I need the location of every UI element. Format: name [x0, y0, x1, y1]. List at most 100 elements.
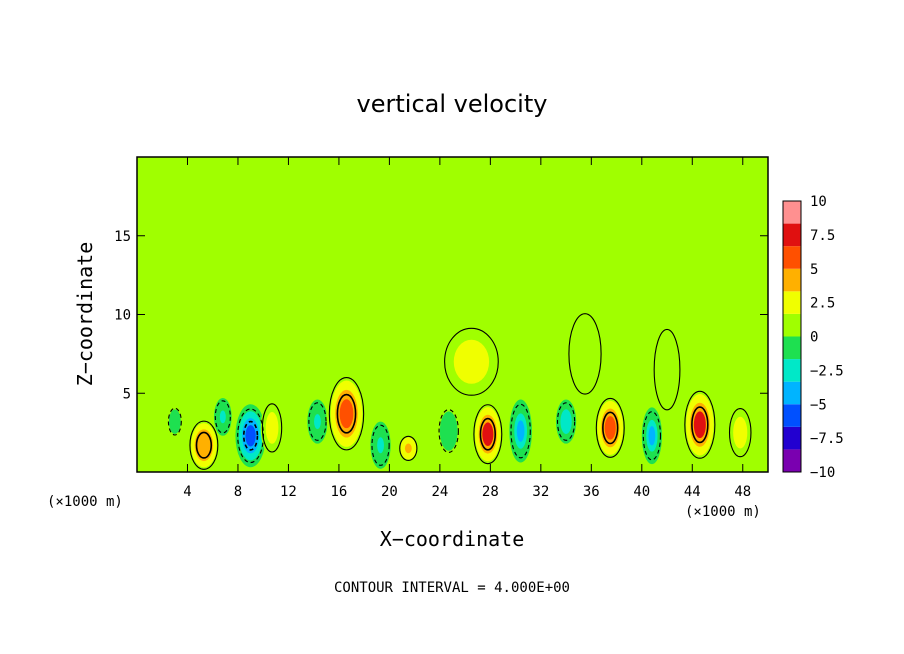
contour-line: [684, 390, 716, 459]
x-tick-label: 4: [183, 484, 191, 500]
contour-line: [336, 393, 357, 434]
x-tick-label: 36: [583, 484, 600, 500]
x-tick-label: 40: [633, 484, 650, 500]
colorbar-tick-label: 2.5: [810, 296, 835, 312]
contour-line: [473, 404, 503, 465]
contour-line: [371, 424, 390, 466]
colorbar-tick-label: 5: [810, 262, 818, 278]
field-feature: [326, 371, 367, 457]
colorbar-swatch: [783, 268, 801, 292]
contour-line: [328, 377, 365, 451]
contour-interval-note: CONTOUR INTERVAL = 4.000E+00: [334, 580, 570, 596]
contour-line: [237, 408, 265, 464]
field-feature: [187, 416, 221, 472]
contour-line: [444, 327, 499, 396]
field-feature: [509, 399, 533, 463]
contour-line: [653, 328, 681, 411]
field-level: [693, 411, 706, 439]
field-feature: [727, 404, 753, 461]
field-level: [562, 414, 570, 430]
contour-line: [167, 407, 182, 436]
colorbar-tick-label: −2.5: [810, 363, 844, 379]
field-feature: [651, 322, 683, 417]
y-axis: 5 10 15: [114, 229, 768, 402]
contour-line: [308, 402, 327, 441]
colorbar-frame: [782, 200, 802, 473]
contour-line: [642, 411, 662, 461]
velocity-field: [137, 157, 768, 472]
chart-title: vertical velocity: [357, 90, 548, 118]
field-level: [604, 416, 616, 440]
field-level: [245, 425, 256, 447]
field-level: [404, 443, 412, 454]
contour-line: [691, 406, 709, 444]
contour-line: [189, 420, 219, 470]
contour-line: [568, 313, 602, 395]
colorbar-swatch: [783, 313, 801, 337]
colorbar-tick-label: −5: [810, 397, 827, 413]
colorbar-swatch: [783, 359, 801, 382]
field-feature: [555, 399, 577, 444]
y-tick-label: 10: [114, 308, 131, 324]
colorbar-swatch: [783, 246, 801, 269]
field-level: [219, 410, 226, 424]
contour-line: [602, 411, 619, 445]
contour-lines: [167, 313, 752, 470]
contour-line: [195, 431, 213, 459]
colorbar-swatch: [783, 223, 801, 247]
field-level: [198, 435, 210, 455]
x-unit-label-left: (×1000 m): [47, 494, 123, 510]
y-axis-label: Z−coordinate: [73, 242, 97, 387]
field-level: [339, 399, 354, 429]
colorbar-swatch: [783, 449, 801, 472]
field-feature: [213, 397, 232, 436]
field-feature: [566, 306, 604, 402]
x-axis-label: X−coordinate: [380, 527, 525, 551]
field-level: [516, 420, 525, 442]
x-tick-label: 44: [684, 484, 701, 500]
field-level: [377, 437, 384, 454]
field-feature: [235, 404, 266, 468]
field-feature: [641, 407, 662, 465]
colorbar-tick-label: −7.5: [810, 431, 844, 447]
colorbar-tick-label: −10: [810, 465, 835, 481]
field-level: [460, 348, 483, 376]
field-level: [268, 418, 276, 438]
contour-line: [510, 403, 531, 459]
colorbar-swatch: [783, 404, 801, 427]
contour-line: [595, 397, 625, 458]
contour-line: [728, 407, 752, 458]
x-tick-label: 28: [482, 484, 499, 500]
contour-line: [399, 435, 418, 461]
field-level: [482, 422, 494, 446]
colorbar-swatch: [783, 291, 801, 314]
field-level: [172, 416, 178, 427]
contour-line: [438, 409, 459, 454]
contour-line: [242, 420, 259, 451]
contour-line: [479, 417, 497, 451]
x-tick-label: 32: [532, 484, 549, 500]
field-feature: [439, 322, 503, 402]
x-tick-label: 20: [381, 484, 398, 500]
x-tick-label: 8: [234, 484, 242, 500]
colorbar-tick-label: 0: [810, 330, 818, 346]
contour-line: [214, 400, 231, 434]
field-level: [578, 337, 592, 370]
field-level: [661, 353, 673, 386]
x-tick-label: 12: [280, 484, 297, 500]
contour-line: [261, 403, 283, 453]
field-level: [735, 422, 745, 443]
field-feature: [370, 421, 391, 469]
colorbar-swatch: [783, 201, 801, 224]
x-unit-label-right: (×1000 m): [685, 504, 761, 520]
field-feature: [682, 385, 718, 465]
x-tick-label: 16: [330, 484, 347, 500]
field-level: [444, 422, 453, 440]
x-axis: 4 8 12 16 20 24 28 32 36 40 44 48: [183, 157, 751, 500]
contour-line: [556, 402, 576, 441]
colorbar-tick-label: 10: [810, 194, 827, 210]
x-tick-label: 24: [431, 484, 448, 500]
field-feature: [260, 399, 284, 457]
field-feature: [593, 393, 627, 463]
y-tick-label: 5: [123, 386, 131, 402]
